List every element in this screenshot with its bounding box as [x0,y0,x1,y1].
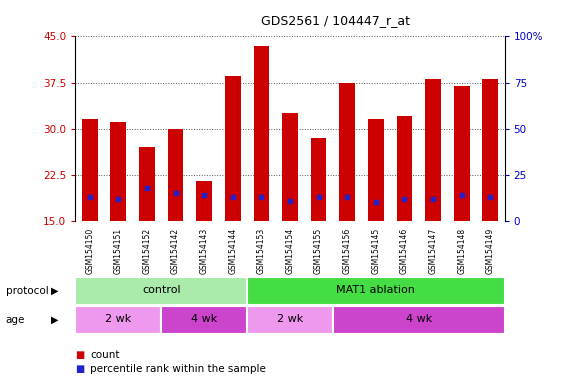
Bar [247,306,333,333]
Text: GDS2561 / 104447_r_at: GDS2561 / 104447_r_at [261,14,410,27]
Bar [110,122,126,221]
Bar [339,83,355,221]
Text: GSM154145: GSM154145 [371,227,380,274]
Bar [483,79,498,221]
Bar [397,116,412,221]
Text: ▶: ▶ [52,286,59,296]
Text: GSM154143: GSM154143 [200,227,209,274]
Bar [196,181,212,221]
Text: GSM154151: GSM154151 [114,227,123,274]
Text: GSM154149: GSM154149 [486,227,495,274]
Text: ■: ■ [75,350,85,360]
Text: GSM154154: GSM154154 [285,227,295,274]
Bar [333,306,505,333]
Bar [75,306,161,333]
Bar [247,277,505,305]
Bar [168,129,183,221]
Bar [82,119,97,221]
Bar [253,46,269,221]
Text: GSM154155: GSM154155 [314,227,323,274]
Bar [139,147,155,221]
Text: 4 wk: 4 wk [405,314,432,324]
Text: GSM154150: GSM154150 [85,227,94,274]
Text: 4 wk: 4 wk [191,314,218,324]
Bar [75,277,247,305]
Bar [425,79,441,221]
Text: GSM154146: GSM154146 [400,227,409,274]
Text: count: count [90,350,119,360]
Text: ▶: ▶ [52,314,59,325]
Bar [282,113,298,221]
Text: percentile rank within the sample: percentile rank within the sample [90,364,266,374]
Text: ■: ■ [75,364,85,374]
Text: 2 wk: 2 wk [277,314,303,324]
Bar [454,86,470,221]
Text: GSM154148: GSM154148 [457,227,466,274]
Bar [368,119,384,221]
Text: GSM154142: GSM154142 [171,227,180,274]
Bar [311,138,327,221]
Text: protocol: protocol [6,286,49,296]
Text: GSM154153: GSM154153 [257,227,266,274]
Text: GSM154156: GSM154156 [343,227,351,274]
Bar [161,306,247,333]
Text: 2 wk: 2 wk [105,314,132,324]
Text: GSM154152: GSM154152 [143,227,151,274]
Text: age: age [6,314,25,325]
Text: control: control [142,285,180,295]
Text: GSM154147: GSM154147 [429,227,437,274]
Text: GSM154144: GSM154144 [229,227,237,274]
Bar [225,76,241,221]
Text: MAT1 ablation: MAT1 ablation [336,285,415,295]
